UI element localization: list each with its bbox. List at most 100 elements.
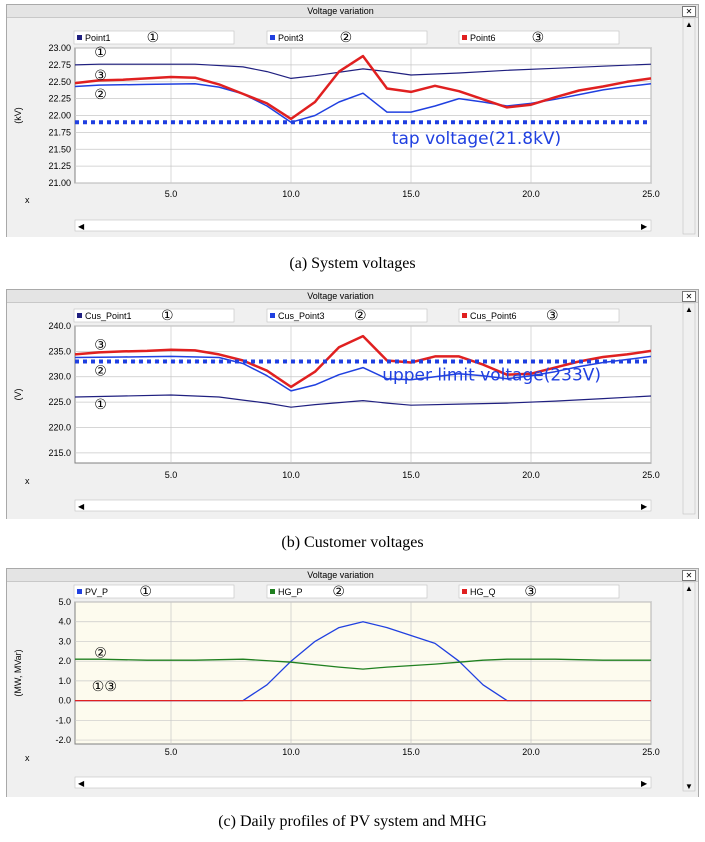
- legend-label: PV_P: [85, 587, 108, 597]
- chart-a: Point1 ① Point3 ② Point6 ③ 21.00 21.25 21.50 21.7…: [7, 18, 698, 237]
- series-marker: ①: [94, 45, 107, 61]
- legend-swatch: [270, 589, 275, 594]
- x-axis-label: x: [25, 195, 30, 205]
- y-tick-label: 225.0: [48, 397, 71, 407]
- title-bar-c: Voltage variation ✕: [7, 569, 698, 582]
- y-tick-label: 2.0: [58, 656, 71, 666]
- x-tick-label: 5.0: [165, 189, 178, 199]
- x-tick-label: 20.0: [522, 747, 540, 757]
- scroll-track: [74, 219, 652, 232]
- legend-label: HG_Q: [470, 587, 496, 597]
- scroll-up-icon: ▲: [685, 305, 693, 314]
- series-line-pv-p: [75, 621, 651, 702]
- legend-box: [458, 30, 620, 45]
- scroll-right-icon: ▶: [641, 502, 648, 511]
- x-tick-label: 25.0: [642, 747, 660, 757]
- legend-label: HG_P: [278, 587, 303, 597]
- legend-label: Point6: [470, 33, 496, 43]
- legend-marker: ②: [340, 30, 353, 46]
- series-line-hg-p: [75, 658, 651, 670]
- series-marker: ①: [94, 397, 107, 413]
- y-tick-label: 235.0: [48, 346, 71, 356]
- series-marker: ③: [94, 337, 107, 353]
- legend-box: [266, 30, 428, 45]
- chart-window-a: Voltage variation ✕ Point1 ① Point3 ② Point6…: [6, 4, 699, 237]
- scroll-up-icon: ▲: [685, 20, 693, 29]
- series-marker: ②: [94, 87, 107, 103]
- caption-a: (a) System voltages: [289, 255, 416, 272]
- vertical-scrollbar[interactable]: ▲: [682, 18, 696, 235]
- legend-swatch: [77, 589, 82, 594]
- scroll-right-icon: ▶: [641, 222, 648, 231]
- scroll-left-icon: ◀: [78, 502, 85, 511]
- legend-swatch: [270, 313, 275, 318]
- y-tick-label: 215.0: [48, 448, 71, 458]
- legend-swatch: [77, 35, 82, 40]
- y-tick-label: 220.0: [48, 422, 71, 432]
- chart-window-b: Voltage variation ✕ Cus_Point1 ① Cus_Point…: [6, 289, 699, 519]
- chart-b: Cus_Point1 ① Cus_Point3 ② Cus_Point6 ③ 215.0 22…: [7, 303, 698, 519]
- title-bar-a: Voltage variation ✕: [7, 5, 698, 18]
- legend-marker: ③: [532, 30, 545, 46]
- legend-box: [458, 584, 620, 599]
- legend-box: [73, 308, 235, 323]
- caption-b: (b) Customer voltages: [281, 534, 424, 551]
- legend-marker: ③: [524, 584, 537, 600]
- scroll-left-icon: ◀: [78, 222, 85, 231]
- reference-label: tap voltage(21.8kV): [392, 129, 561, 149]
- legend-label: Cus_Point1: [85, 311, 132, 321]
- window-title-b: Voltage variation: [307, 291, 374, 301]
- series-marker: ②: [94, 364, 107, 380]
- series-line-cus-point6: [74, 334, 652, 389]
- legend-marker: ①: [161, 308, 174, 324]
- x-axis-label: x: [25, 476, 30, 486]
- x-tick-label: 15.0: [402, 747, 420, 757]
- horizontal-scrollbar[interactable]: ◀ ▶: [74, 776, 652, 789]
- legend-label: Point3: [278, 33, 304, 43]
- y-tick-label: 23.00: [48, 43, 71, 53]
- legend-box: [266, 584, 428, 599]
- close-icon[interactable]: ✕: [682, 570, 696, 581]
- legend-swatch: [77, 313, 82, 318]
- x-tick-label: 25.0: [642, 189, 660, 199]
- y-tick-label: 1.0: [58, 676, 71, 686]
- legend-box: [73, 30, 235, 45]
- horizontal-scrollbar[interactable]: ◀ ▶: [74, 219, 652, 232]
- chart-c: PV_P ① HG_P ② HG_Q ③ -2.0 -1.0 0.0 1.0 2.0 3.0 4.0 5.…: [7, 582, 698, 797]
- vertical-scrollbar[interactable]: ▲▼: [682, 582, 696, 792]
- legend-swatch: [462, 313, 467, 318]
- caption-c: (c) Daily profiles of PV system and MHG: [218, 813, 487, 830]
- close-icon[interactable]: ✕: [682, 291, 696, 302]
- vscroll-track: [682, 582, 696, 792]
- legend-marker: ③: [546, 308, 559, 324]
- horizontal-scrollbar[interactable]: ◀ ▶: [74, 499, 652, 512]
- legend-box: [73, 584, 235, 599]
- close-icon[interactable]: ✕: [682, 6, 696, 17]
- scroll-track: [74, 776, 652, 789]
- chart-window-c: Voltage variation ✕ PV_P ① HG_P ② HG_Q ③ -2.0 -…: [6, 568, 699, 797]
- y-axis-label: (MW, MVar): [13, 649, 23, 696]
- y-tick-label: 21.25: [48, 161, 71, 171]
- legend-label: Cus_Point3: [278, 311, 325, 321]
- x-tick-label: 20.0: [522, 189, 540, 199]
- legend-label: Point1: [85, 33, 111, 43]
- series-marker: ②: [94, 645, 107, 661]
- plot-area: [74, 325, 652, 464]
- y-tick-label: 22.50: [48, 77, 71, 87]
- window-title-a: Voltage variation: [307, 6, 374, 16]
- y-axis-label: (kV): [13, 107, 23, 124]
- y-tick-label: 22.75: [48, 60, 71, 70]
- y-tick-label: 0.0: [58, 696, 71, 706]
- x-tick-label: 15.0: [402, 470, 420, 480]
- x-tick-label: 10.0: [282, 470, 300, 480]
- y-tick-label: 21.75: [48, 127, 71, 137]
- legend-marker: ①: [147, 30, 160, 46]
- vertical-scrollbar[interactable]: ▲: [682, 303, 696, 515]
- legend-swatch: [462, 35, 467, 40]
- vscroll-track: [682, 303, 696, 515]
- x-tick-label: 5.0: [165, 470, 178, 480]
- legend-marker: ②: [354, 308, 367, 324]
- scroll-up-icon: ▲: [685, 584, 693, 593]
- scroll-left-icon: ◀: [78, 779, 85, 788]
- legend-swatch: [462, 589, 467, 594]
